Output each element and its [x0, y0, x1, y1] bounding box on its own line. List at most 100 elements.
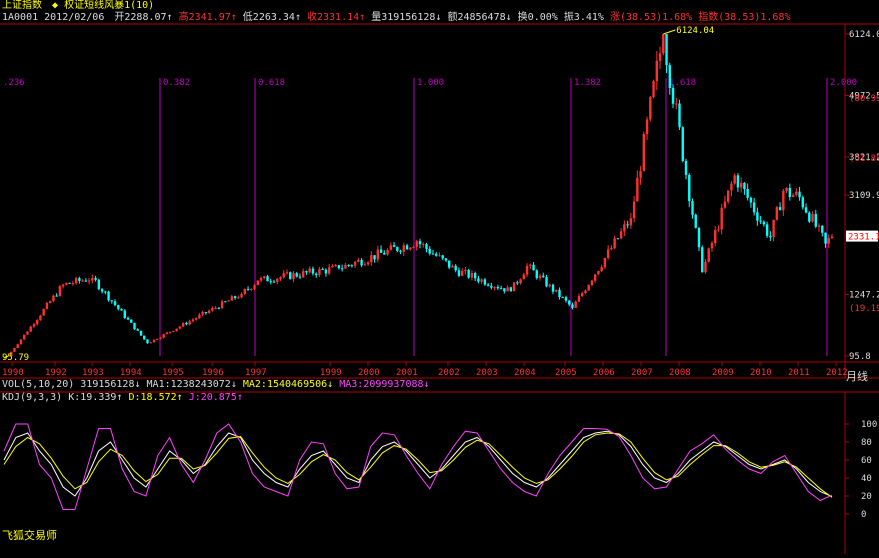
candle-body [379, 249, 383, 253]
kdj-line-j [3, 423, 833, 510]
candle-body [376, 249, 380, 260]
candle-body [542, 275, 545, 278]
candle-body [791, 194, 795, 198]
candle-body [704, 261, 707, 273]
candle-body [230, 296, 234, 301]
kdj-tick-label: 0 [861, 510, 866, 520]
volume-value: 量319156128↓ [371, 12, 442, 23]
vol-label[interactable]: VOL(5,10,20) [2, 379, 75, 390]
candle-body [302, 271, 305, 278]
indicator-name[interactable]: ◆ 权证短线风暴1(10) [52, 0, 155, 11]
candle-body [610, 248, 613, 250]
time-tick-label: 1997 [245, 368, 267, 378]
candle-body [525, 265, 529, 275]
candle-body [178, 326, 182, 329]
time-tick-label: 2009 [712, 368, 734, 378]
amplitude-value: 振3.41% [563, 12, 604, 23]
vol-value: 319156128↓ [80, 379, 141, 390]
candle-body [804, 207, 808, 213]
candle-body [285, 272, 289, 274]
candle-body [357, 259, 360, 262]
kdj-line-k [3, 430, 833, 498]
candle-body [318, 268, 321, 276]
candle-body [172, 330, 175, 332]
kdj-axis: 100 80 60 40 20 0 [845, 420, 877, 520]
last-price-box [846, 230, 878, 242]
time-tick-label: 2003 [476, 368, 498, 378]
candle-body [597, 271, 600, 275]
candle-body [821, 225, 824, 233]
candle-body [470, 273, 474, 278]
high-value: 高2341.97↑ [178, 12, 237, 23]
candle-body [373, 255, 376, 260]
kdj-label[interactable]: KDJ(9,3,3) [2, 392, 63, 403]
fib-label: 1.000 [417, 78, 444, 88]
candle-body [506, 287, 509, 292]
time-tick-label: 1993 [82, 368, 104, 378]
candle-body [512, 282, 516, 292]
candle-body [490, 285, 493, 288]
candle-body [765, 224, 769, 236]
kdj-tick-label: 40 [861, 474, 872, 484]
candle-body [126, 317, 130, 320]
candle-body [762, 221, 766, 225]
candle-body [675, 103, 678, 105]
kdj-tick-label: 20 [861, 492, 872, 502]
index-change-value: 指数(38.53)1.68% [698, 12, 791, 23]
candle-body [35, 319, 39, 325]
candle-body [509, 287, 513, 292]
candle-body [752, 202, 756, 213]
chart-frame [0, 23, 879, 554]
period-tab-monthly[interactable]: 月线 [846, 370, 868, 383]
candle-body [425, 244, 428, 249]
time-axis: 1990 1992 1993 1994 1995 1996 1997 1999 2000 2001… [2, 362, 848, 378]
time-tick-label: 2012 [826, 368, 848, 378]
candle-body [13, 347, 16, 352]
candle-body [253, 285, 256, 289]
kdj-tick-label: 100 [861, 420, 877, 430]
close-value: 收2331.14↑ [307, 12, 366, 23]
candle-body [191, 319, 195, 322]
fib-label: 0.618 [258, 78, 285, 88]
candle-body [305, 271, 308, 273]
candle-body [396, 247, 399, 251]
candle-body [220, 301, 224, 309]
kdj-legend: KDJ(9,3,3) K:19.339↑ D:18.572↑ J:20.875↑ [2, 392, 243, 404]
candle-body [26, 331, 29, 335]
candle-body [327, 267, 331, 274]
candle-body [733, 175, 736, 184]
candle-body [574, 301, 577, 308]
candle-body [444, 258, 448, 261]
candle-body [113, 301, 117, 306]
candle-body [52, 295, 55, 302]
candle-body [45, 303, 49, 310]
candle-body [726, 190, 730, 202]
index-name[interactable]: 上证指数 [2, 0, 42, 11]
candle-body [603, 257, 607, 267]
candle-body [769, 235, 772, 238]
candle-body [334, 265, 337, 267]
candle-body [165, 332, 169, 335]
candle-body [91, 277, 94, 281]
candle-body [272, 281, 276, 283]
fibonacci-lines: .236 0.382 0.618 1.000 1.382 1.618 2.000 [3, 78, 857, 356]
kdj-tick-label: 60 [861, 456, 872, 466]
candle-body [97, 279, 101, 290]
candle-body [233, 296, 237, 299]
candle-body [169, 331, 172, 333]
candle-body [185, 323, 188, 325]
candle-body [295, 273, 298, 277]
candle-body [282, 273, 285, 278]
candle-body [214, 307, 217, 309]
candle-body [383, 252, 386, 255]
candle-body [224, 301, 227, 303]
candle-body [58, 286, 62, 297]
candle-body [694, 214, 697, 228]
time-tick-label: 1994 [120, 368, 142, 378]
candle-body [778, 207, 782, 211]
candle-body [581, 293, 584, 297]
candle-body [207, 310, 211, 313]
candle-body [548, 284, 551, 287]
